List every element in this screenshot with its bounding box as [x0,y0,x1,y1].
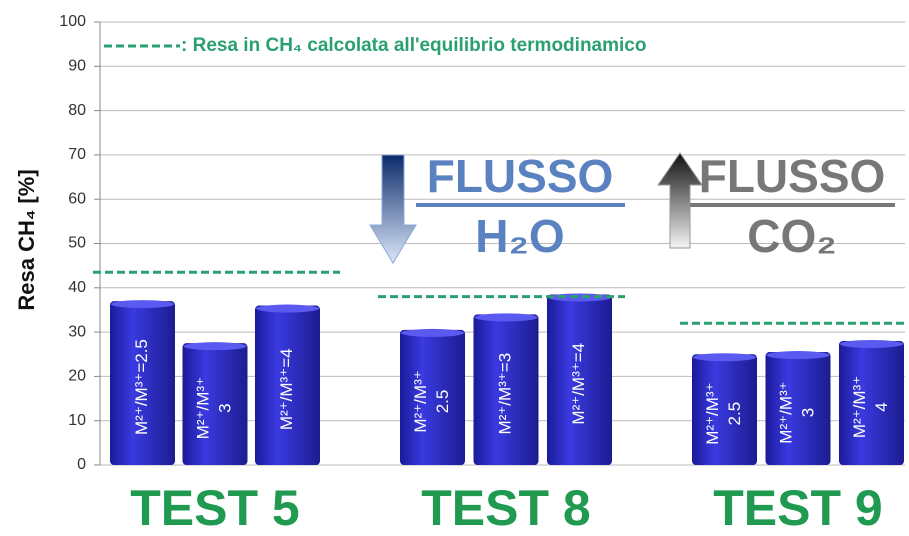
y-tick-label: 20 [68,368,86,385]
bar-top [766,351,830,360]
down-arrow [369,154,417,264]
bar-label: 3 [798,408,817,417]
bar-top [256,304,319,313]
y-tick-label: 10 [68,412,86,429]
group-label: TEST 5 [130,480,299,536]
bar-top [693,353,756,362]
grid: 0 10 20 30 40 50 60 70 80 90 100 [59,13,905,473]
bar [400,329,465,465]
bar-label: M²⁺/M³⁺=4 [569,343,588,425]
bar-label: M²⁺/M³⁺ [703,382,722,444]
y-tick-label: 30 [68,323,86,340]
bar-label: M²⁺/M³⁺=4 [277,348,296,430]
bar-top [111,300,174,309]
y-tick-label: 70 [68,146,86,163]
bar-top [474,313,538,322]
annotation: FLUSSO [427,150,614,202]
group-label: TEST 9 [713,480,882,536]
annotation: FLUSSO [699,150,886,202]
bar-label: M²⁺/M³⁺ [193,377,212,439]
bar-label: M²⁺/M³⁺=3 [495,353,514,435]
y-tick-label: 60 [68,190,86,207]
y-tick-label: 0 [77,456,86,473]
bar [473,314,539,465]
bar [839,340,904,465]
y-tick-label: 100 [59,13,86,30]
bar [255,305,320,465]
y-tick-label: 80 [68,102,86,119]
annotation: H₂O [475,210,564,262]
bar-top [840,339,903,348]
y-tick-label: 50 [68,235,86,252]
bar-label: M²⁺/M³⁺ [776,381,795,443]
bar-label: M²⁺/M³⁺=2.5 [132,339,151,435]
bar-label: 2.5 [725,402,744,426]
up-arrow [657,152,703,249]
y-tick-label: 40 [68,279,86,296]
bar-top [401,328,464,337]
annotation: CO₂ [747,210,836,262]
bar-label: 2.5 [433,390,452,414]
bar-top [183,342,247,351]
bar [182,343,248,465]
bar-label: M²⁺/M³⁺ [411,370,430,432]
bar [765,352,831,465]
legend-text: : Resa in CH₄ calcolata all'equilibrio t… [181,35,646,56]
bar [692,354,757,465]
bar-label: 3 [215,403,234,412]
group-label: TEST 8 [421,480,590,536]
bar [547,294,612,465]
bar [110,301,175,465]
bar-label: M²⁺/M³⁺ [850,376,869,438]
y-axis-label: Resa CH₄ [%] [14,169,39,310]
y-tick-label: 90 [68,58,86,75]
bar-label: 4 [872,402,891,411]
